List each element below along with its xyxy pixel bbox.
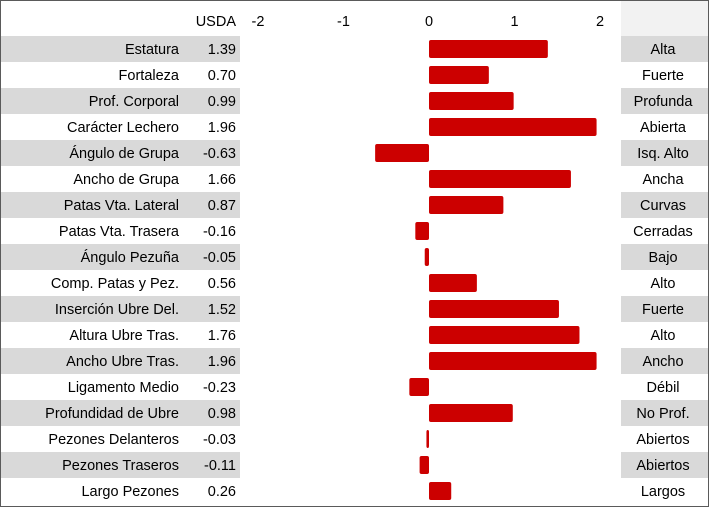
trait-descriptor: Fuerte <box>642 68 684 84</box>
bar <box>429 274 477 292</box>
table-row <box>1 478 708 504</box>
trait-descriptor: Largos <box>641 484 685 500</box>
trait-value: 1.52 <box>208 302 236 318</box>
trait-descriptor: Alto <box>651 276 676 292</box>
trait-value: 1.39 <box>208 42 236 58</box>
table-row <box>1 218 708 244</box>
trait-label: Comp. Patas y Pez. <box>51 276 179 292</box>
trait-value: 0.98 <box>208 406 236 422</box>
trait-label: Fortaleza <box>119 68 180 84</box>
trait-value: -0.23 <box>203 380 236 396</box>
trait-label: Profundidad de Ubre <box>45 406 179 422</box>
trait-label: Prof. Corporal <box>89 94 179 110</box>
trait-descriptor: Profunda <box>634 94 694 110</box>
trait-descriptor: Bajo <box>648 250 677 266</box>
trait-descriptor: Alto <box>651 328 676 344</box>
trait-descriptor: Curvas <box>640 198 686 214</box>
trait-label: Patas Vta. Trasera <box>59 224 180 240</box>
trait-label: Ancho Ubre Tras. <box>66 354 179 370</box>
bar <box>429 482 452 500</box>
plot-area-cell <box>240 140 621 166</box>
x-tick-label: 0 <box>425 14 433 30</box>
trait-descriptor: Cerradas <box>633 224 693 240</box>
bar <box>409 378 429 396</box>
trait-value: 1.66 <box>208 172 236 188</box>
trait-descriptor: Isq. Alto <box>637 146 689 162</box>
trait-value: -0.11 <box>204 458 236 474</box>
bar <box>429 404 513 422</box>
value-column-header: USDA <box>196 14 237 30</box>
trait-label: Ancho de Grupa <box>73 172 180 188</box>
plot-area-cell <box>240 244 621 270</box>
bar <box>375 144 429 162</box>
table-row <box>1 374 708 400</box>
x-tick-label: -2 <box>252 14 265 30</box>
trait-value: -0.16 <box>203 224 236 240</box>
bar <box>429 66 489 84</box>
trait-label: Estatura <box>125 42 180 58</box>
trait-label: Patas Vta. Lateral <box>64 198 179 214</box>
trait-descriptor: Abiertos <box>636 458 689 474</box>
header-band <box>1 1 708 36</box>
trait-descriptor: No Prof. <box>636 406 689 422</box>
trait-descriptor: Fuerte <box>642 302 684 318</box>
trait-label: Inserción Ubre Del. <box>55 302 179 318</box>
table-row <box>1 322 708 348</box>
plot-area-cell <box>240 452 621 478</box>
trait-label: Altura Ubre Tras. <box>69 328 179 344</box>
x-tick-label: -1 <box>337 14 350 30</box>
trait-descriptor: Ancho <box>642 354 683 370</box>
bar <box>429 196 504 214</box>
x-tick-label: 1 <box>510 14 518 30</box>
bar <box>429 118 597 136</box>
trait-label: Ángulo de Grupa <box>69 145 180 162</box>
trait-value: 0.70 <box>208 68 236 84</box>
trait-value: 0.56 <box>208 276 236 292</box>
table-row <box>1 426 708 452</box>
table-row <box>1 62 708 88</box>
trait-value: -0.05 <box>203 250 236 266</box>
trait-descriptor: Abierta <box>640 120 687 136</box>
trait-value: 1.76 <box>208 328 236 344</box>
bar <box>429 92 514 110</box>
trait-label: Carácter Lechero <box>67 120 179 136</box>
bar <box>429 352 597 370</box>
trait-label: Pezones Traseros <box>62 458 179 474</box>
table-row <box>1 270 708 296</box>
trait-value: 0.26 <box>208 484 236 500</box>
trait-label: Ángulo Pezuña <box>81 249 180 266</box>
trait-descriptor: Débil <box>646 380 679 396</box>
trait-label: Ligamento Medio <box>68 380 179 396</box>
header-shade-right <box>621 1 708 36</box>
x-tick-label: 2 <box>596 14 604 30</box>
bar <box>419 456 429 474</box>
trait-descriptor: Ancha <box>642 172 684 188</box>
trait-value: -0.63 <box>203 146 236 162</box>
bar <box>424 248 429 266</box>
trait-value: -0.03 <box>203 432 236 448</box>
trait-descriptor: Abiertos <box>636 432 689 448</box>
trait-value: 1.96 <box>208 120 236 136</box>
table-row <box>1 166 708 192</box>
bar <box>429 300 559 318</box>
bar <box>429 40 548 58</box>
bar <box>415 222 429 240</box>
bar <box>426 430 429 448</box>
trait-descriptor: Alta <box>651 42 677 58</box>
trait-value: 0.99 <box>208 94 236 110</box>
trait-label: Pezones Delanteros <box>48 432 179 448</box>
bar <box>429 170 571 188</box>
bar <box>429 326 580 344</box>
trait-value: 0.87 <box>208 198 236 214</box>
trait-value: 1.96 <box>208 354 236 370</box>
trait-label: Largo Pezones <box>81 484 179 500</box>
